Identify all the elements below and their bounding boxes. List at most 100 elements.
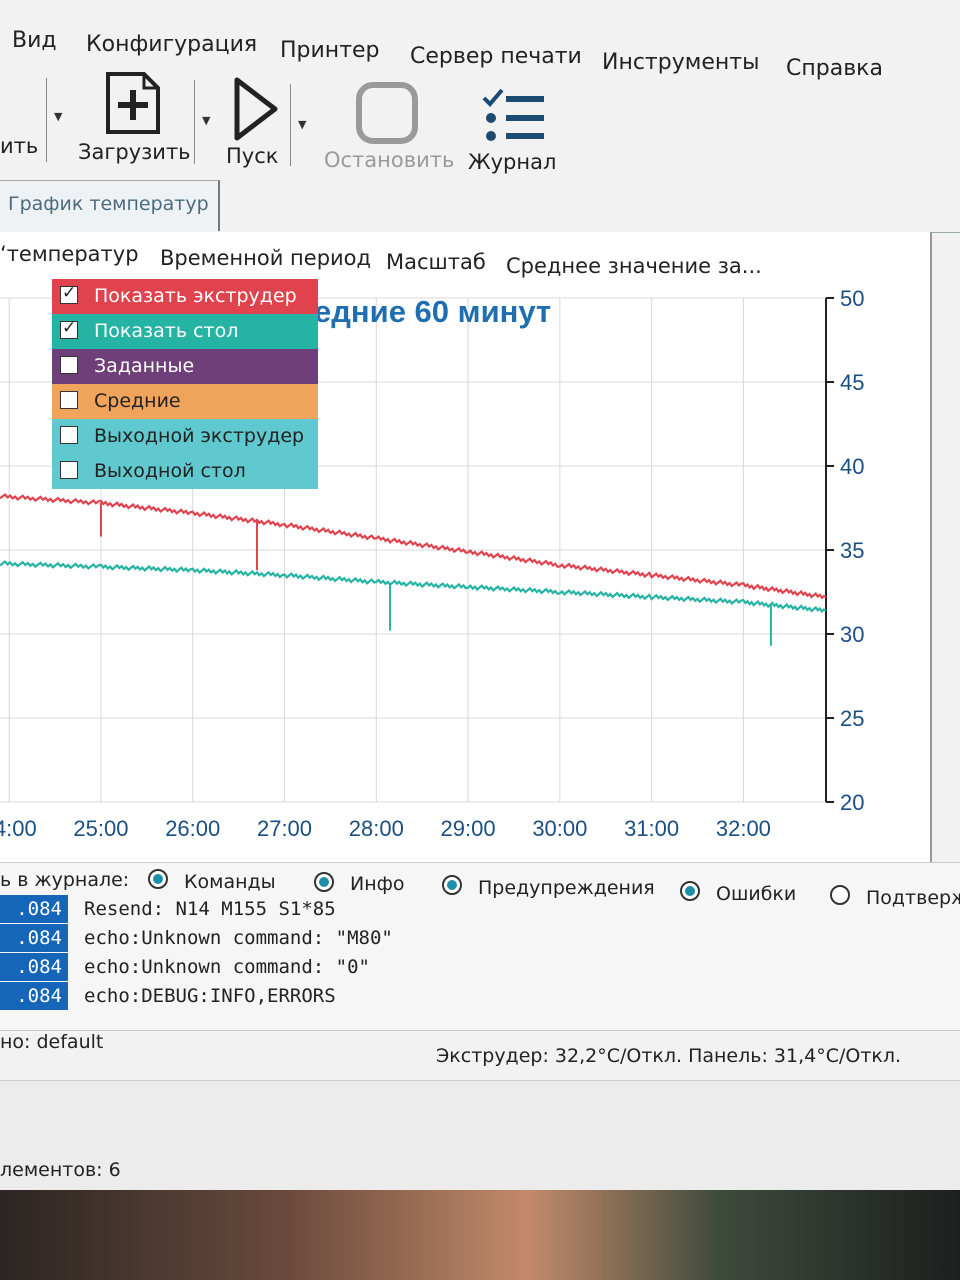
play-icon[interactable] <box>232 76 280 142</box>
radio-commands-label: Команды <box>184 871 276 893</box>
bottom-pane: лементов: 6 <box>0 1080 960 1191</box>
legend-label: Показать стол <box>94 320 239 342</box>
menu-printer[interactable]: Принтер <box>280 38 380 63</box>
x-tick-labels: 24:00 25:00 26:00 27:00 28:00 29:00 30:00 31:00… <box>0 816 771 840</box>
radio-confirmations-label: Подтверж <box>866 887 960 909</box>
menu-help[interactable]: Справка <box>786 56 883 81</box>
log-row[interactable]: .084 echo:Unknown command: "M80" <box>0 924 960 953</box>
checkmark-icon: ✓ <box>62 283 77 303</box>
legend-item[interactable]: Заданные <box>52 349 318 384</box>
toolbar: ить ▼ Загрузить ▼ Пуск ▼ Остановить Журн… <box>0 70 960 180</box>
y-tick-label: 20 <box>840 790 864 815</box>
checkmark-icon: ✓ <box>62 318 77 338</box>
y-tick-label: 30 <box>840 622 864 647</box>
x-tick-label: 31:00 <box>624 816 679 840</box>
tab-strip: График температур <box>0 176 960 233</box>
checkbox-unchecked-icon[interactable] <box>60 356 78 374</box>
start-button[interactable]: Пуск <box>226 144 279 168</box>
log-filter-prefix: ь в журнале: <box>0 869 130 891</box>
chart-menu-temperatures[interactable]: ʻтемператур <box>0 242 139 266</box>
legend-label: Заданные <box>94 355 195 377</box>
menu-view[interactable]: Вид <box>12 28 57 53</box>
y-tick-label: 40 <box>840 454 864 479</box>
legend-item[interactable]: ✓ Показать стол <box>52 314 318 349</box>
chart-menu-time-period[interactable]: Временной период <box>160 246 372 270</box>
series-line <box>0 560 827 614</box>
stop-icon[interactable] <box>354 80 420 146</box>
dropdown-arrow-icon[interactable]: ▼ <box>54 110 63 123</box>
x-tick-label: 27:00 <box>257 816 312 840</box>
chart-axis <box>825 297 834 803</box>
radio-confirmations[interactable] <box>830 885 850 905</box>
checkbox-unchecked-icon[interactable] <box>60 391 78 409</box>
radio-commands[interactable] <box>148 869 168 889</box>
y-tick-label: 25 <box>840 706 864 731</box>
status-left: но: default <box>0 1031 104 1053</box>
element-count: лементов: 6 <box>0 1159 121 1181</box>
toolbar-separator <box>194 80 195 164</box>
y-tick-label: 50 <box>840 286 864 311</box>
legend-item[interactable]: Средние <box>52 384 318 419</box>
log-button[interactable]: Журнал <box>468 150 557 174</box>
log-time: .084 <box>0 924 68 952</box>
status-bar: но: default Экструдер: 32,2°C/Откл. Пане… <box>0 1030 960 1081</box>
y-tick-labels: 20 25 30 35 40 45 50 <box>840 286 864 815</box>
chart-menu-temperatures-label: температур <box>6 242 139 266</box>
log-message: echo:DEBUG:INFO,ERRORS <box>84 985 336 1007</box>
chart-series <box>0 493 827 646</box>
x-tick-label: 25:00 <box>73 816 128 840</box>
legend-item[interactable]: Выходной экструдер <box>52 419 318 454</box>
menu-configuration[interactable]: Конфигурация <box>86 32 258 57</box>
log-row[interactable]: .084 echo:DEBUG:INFO,ERRORS <box>0 982 960 1011</box>
log-message: Resend: N14 M155 S1*85 <box>84 898 336 920</box>
load-file-icon[interactable] <box>104 70 162 136</box>
series-legend: ✓ Показать экструдер ✓ Показать стол Заданны… <box>52 279 318 489</box>
toolbar-separator <box>290 84 291 166</box>
legend-label: Выходной стол <box>94 460 246 482</box>
legend-label: Показать экструдер <box>94 285 297 307</box>
dropdown-arrow-icon[interactable]: ▼ <box>202 114 211 127</box>
radio-warnings[interactable] <box>442 875 462 895</box>
tab-temperature-graph[interactable]: График температур <box>0 180 220 231</box>
desk-background <box>0 1190 960 1280</box>
checkbox-unchecked-icon[interactable] <box>60 426 78 444</box>
checkbox-unchecked-icon[interactable] <box>60 461 78 479</box>
series-line <box>0 493 827 600</box>
load-button[interactable]: Загрузить <box>78 140 191 164</box>
chart-menu-average[interactable]: Среднее значение за... <box>506 254 762 278</box>
radio-warnings-label: Предупреждения <box>478 877 655 899</box>
log-time: .084 <box>0 982 68 1010</box>
legend-label: Выходной экструдер <box>94 425 305 447</box>
radio-errors[interactable] <box>680 881 700 901</box>
radio-info[interactable] <box>314 872 334 892</box>
log-time: .084 <box>0 953 68 981</box>
menu-print-server[interactable]: Сервер печати <box>410 44 582 69</box>
log-row[interactable]: .084 echo:Unknown command: "0" <box>0 953 960 982</box>
log-area: ь в журнале: Команды Инфо Предупреждения… <box>0 862 960 1033</box>
log-row[interactable]: .084 Resend: N14 M155 S1*85 <box>0 895 960 924</box>
dropdown-arrow-icon[interactable]: ▼ <box>298 118 307 131</box>
x-tick-label: 26:00 <box>165 816 220 840</box>
x-tick-label: 28:00 <box>349 816 404 840</box>
x-tick-label: 24:00 <box>0 816 37 840</box>
legend-label: Средние <box>94 390 181 412</box>
tab-label: График температур <box>8 193 209 215</box>
legend-item[interactable]: ✓ Показать экструдер <box>52 279 318 314</box>
checkbox-checked-icon[interactable]: ✓ <box>60 318 78 339</box>
menu-tools[interactable]: Инструменты <box>602 50 760 75</box>
chart-menu-scale[interactable]: Масштаб <box>386 250 486 274</box>
x-tick-label: 29:00 <box>441 816 496 840</box>
chart-title: едние 60 минут <box>314 294 551 329</box>
toolbar-partial-button[interactable]: ить <box>0 134 39 158</box>
legend-item[interactable]: Выходной стол <box>52 454 318 489</box>
y-tick-label: 35 <box>840 538 864 563</box>
x-tick-label: 30:00 <box>532 816 587 840</box>
radio-info-label: Инфо <box>350 873 405 895</box>
checkbox-checked-icon[interactable]: ✓ <box>60 283 78 304</box>
stop-button[interactable]: Остановить <box>324 148 455 172</box>
log-icon[interactable] <box>482 88 546 148</box>
log-message: echo:Unknown command: "M80" <box>84 927 393 949</box>
toolbar-separator <box>46 78 47 162</box>
status-temperatures: Экструдер: 32,2°C/Откл. Панель: 31,4°C/О… <box>436 1045 902 1067</box>
y-tick-label: 45 <box>840 370 864 395</box>
